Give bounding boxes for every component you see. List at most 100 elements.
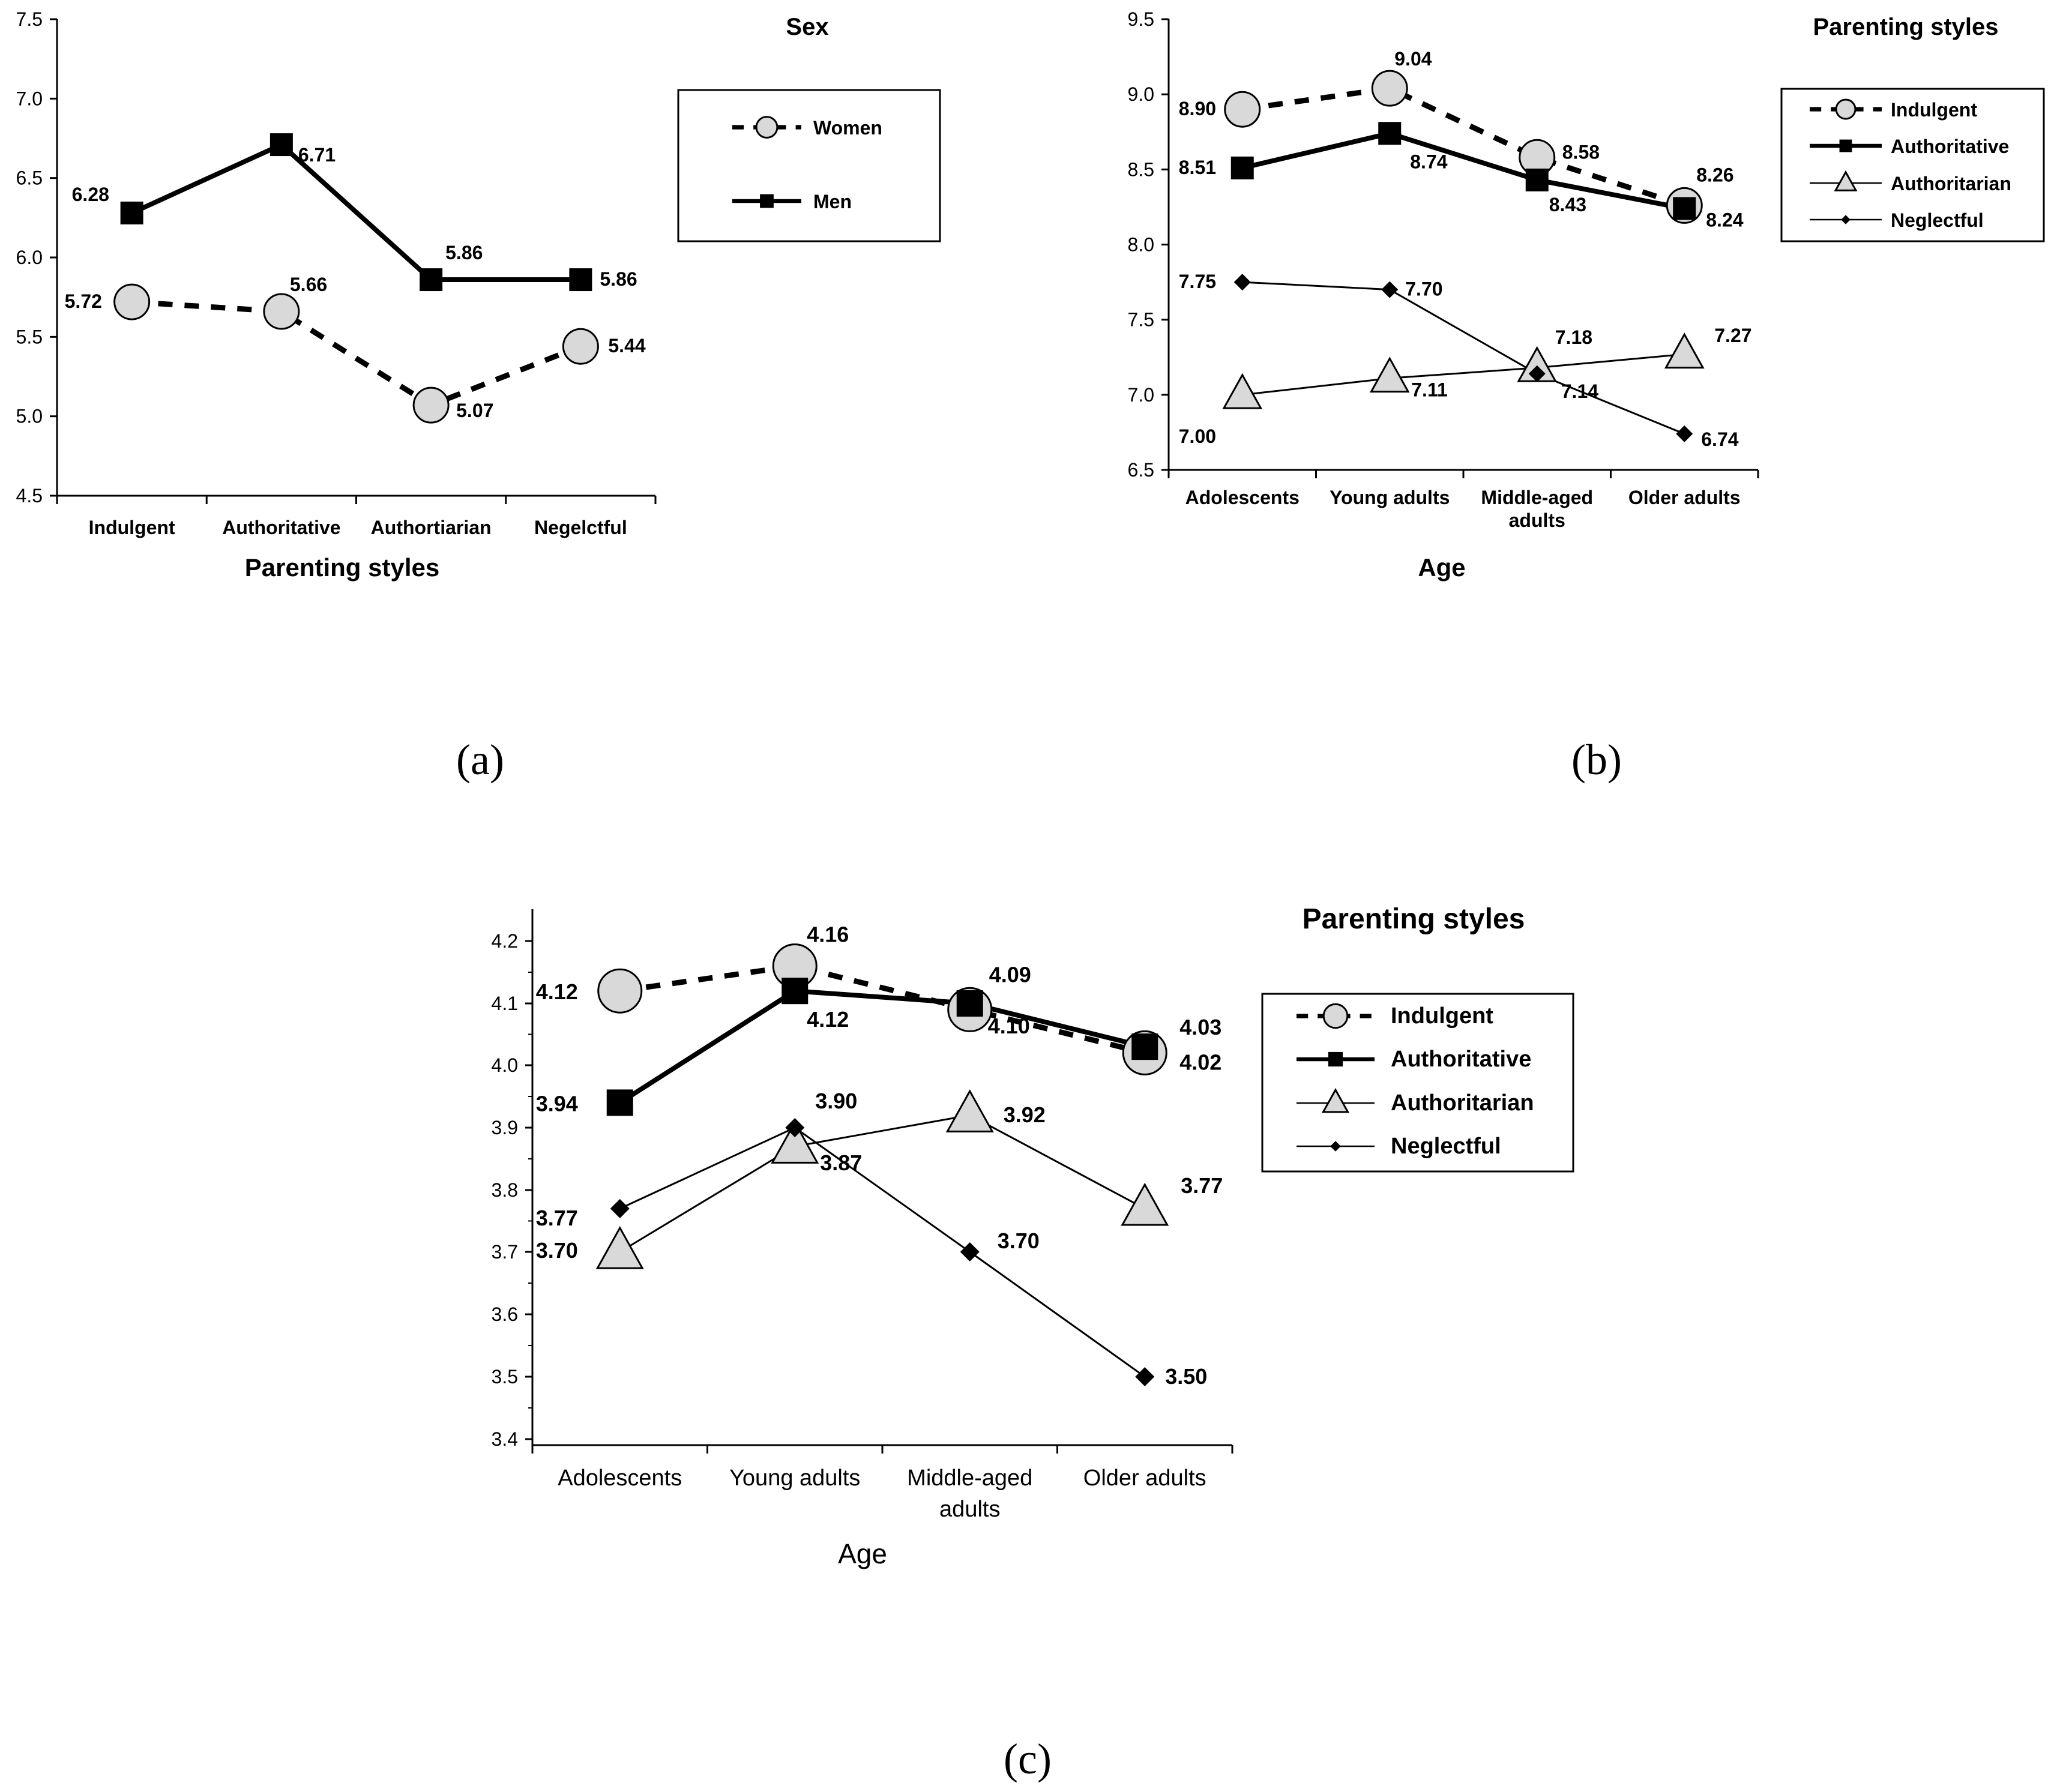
- x-tick-label: Authortiarian: [371, 517, 492, 538]
- legend-entry: Indulgent: [1891, 99, 1977, 121]
- y-tick-label: 4.2: [492, 930, 518, 952]
- x-tick-label: Young adults: [729, 1466, 860, 1491]
- legend-entry: Women: [813, 117, 882, 139]
- data-label: 3.70: [536, 1238, 578, 1263]
- data-point-men: [420, 268, 443, 292]
- x-tick-label: Authoritative: [222, 517, 340, 538]
- data-label: 7.70: [1405, 278, 1442, 300]
- series-line-women: [131, 299, 582, 409]
- y-tick-label: 3.4: [492, 1428, 518, 1450]
- legend-marker-neglectful: [1841, 215, 1851, 224]
- data-label: 4.02: [1179, 1050, 1221, 1074]
- data-point-neglectful: [1676, 425, 1693, 442]
- y-tick-label: 9.5: [1128, 8, 1154, 30]
- data-point-neglectful: [610, 1198, 630, 1218]
- data-label: 4.16: [807, 922, 849, 947]
- data-label: 8.51: [1179, 157, 1216, 178]
- data-point-authoritarian: [1222, 373, 1263, 409]
- data-point-neglectful: [1135, 1367, 1155, 1386]
- y-tick-label: 7.0: [1128, 384, 1154, 406]
- data-point-authoritarian: [1121, 1182, 1169, 1226]
- y-tick-label: 4.1: [492, 993, 518, 1014]
- chart-c: 3.4 3.5 3.6 3.7 3.8 3.9 4.0 4.1 4.2 Adolescents Yo…: [492, 903, 1574, 1783]
- series-line-authoritarian: [619, 1114, 1145, 1253]
- data-label: 5.86: [600, 268, 637, 290]
- legend-box: [677, 89, 941, 242]
- data-label: 8.24: [1706, 209, 1743, 230]
- chart-a: 4.5 5.0 5.5 6.0 6.5 7.0 7.5 Indulgent Authoritat…: [16, 8, 941, 784]
- data-label: 6.71: [298, 144, 336, 166]
- x-axis-title: Age: [838, 1538, 887, 1569]
- series-line-neglectful: [1242, 281, 1685, 435]
- data-label: 3.92: [1004, 1102, 1046, 1127]
- legend-title: Parenting styles: [1813, 14, 1998, 40]
- x-tick-label: Adolescents: [1185, 487, 1300, 508]
- legend: Women Men: [677, 89, 941, 242]
- y-tick-label: 3.7: [492, 1241, 518, 1263]
- data-point-neglectful: [785, 1118, 805, 1137]
- data-point-neglectful: [1233, 274, 1251, 291]
- data-point-women: [562, 328, 599, 365]
- data-point-neglectful: [1528, 365, 1546, 382]
- y-tick-label: 3.8: [492, 1179, 518, 1201]
- legend-entry: Authoritative: [1391, 1047, 1531, 1072]
- y-tick-label: 8.0: [1128, 234, 1154, 256]
- data-label: 8.74: [1410, 151, 1447, 172]
- data-point-women: [113, 283, 151, 320]
- x-tick-label: adults: [939, 1497, 1000, 1522]
- x-tick-label: Young adults: [1330, 487, 1450, 508]
- data-point-men: [270, 133, 293, 157]
- data-label: 5.86: [445, 242, 483, 263]
- y-tick-label: 7.5: [16, 8, 43, 30]
- y-tick-label: 5.5: [16, 326, 43, 347]
- y-tick-label: 7.0: [16, 88, 43, 109]
- x-tick-label: Middle-aged: [1481, 487, 1593, 508]
- data-point-authoritarian: [945, 1089, 994, 1132]
- data-point-authoritative: [1131, 1033, 1158, 1060]
- data-label: 7.27: [1714, 325, 1751, 346]
- legend-marker-indulgent: [1835, 98, 1857, 120]
- series-line-authoritative: [618, 988, 1146, 1105]
- legend-marker-men: [760, 194, 774, 208]
- x-axis-title: Age: [1418, 553, 1465, 582]
- data-label: 8.43: [1549, 194, 1586, 215]
- legend-marker-authoritarian: [1834, 170, 1858, 191]
- data-label: 8.58: [1562, 141, 1600, 163]
- legend-entry: Indulgent: [1391, 1003, 1493, 1029]
- y-tick-label: 4.5: [16, 485, 43, 507]
- data-point-authoritative: [1525, 168, 1549, 191]
- data-label: 3.77: [1181, 1173, 1223, 1198]
- data-point-indulgent: [597, 968, 643, 1014]
- x-tick-label: Older adults: [1083, 1466, 1206, 1491]
- data-label: 8.26: [1696, 164, 1733, 185]
- y-tick-label: 6.0: [16, 247, 43, 268]
- data-point-authoritative: [1230, 156, 1254, 179]
- y-tick-label: 8.5: [1128, 158, 1154, 180]
- series-line-indulgent: [619, 963, 1146, 1056]
- data-label: 3.70: [998, 1228, 1040, 1253]
- y-tick-label: 5.0: [16, 406, 43, 427]
- data-label: 3.94: [536, 1091, 578, 1116]
- data-label: 7.00: [1179, 425, 1216, 447]
- legend-marker-indulgent: [1322, 1003, 1349, 1029]
- legend-entry: Neglectful: [1891, 209, 1984, 231]
- legend-marker-women: [755, 116, 779, 139]
- data-point-authoritarian: [1664, 332, 1705, 369]
- y-tick-label: 6.5: [1128, 459, 1154, 481]
- data-label: 5.66: [290, 274, 327, 295]
- legend-marker-authoritative: [1328, 1051, 1343, 1067]
- data-point-indulgent: [1224, 91, 1261, 128]
- legend-entry: Authoritarian: [1891, 173, 2011, 194]
- data-label: 6.28: [72, 184, 109, 205]
- data-label: 3.87: [820, 1150, 862, 1175]
- x-tick-label: Negelctful: [534, 517, 627, 538]
- data-point-authoritative: [956, 990, 983, 1017]
- data-point-women: [412, 386, 450, 424]
- legend-entry: Men: [813, 191, 852, 212]
- x-tick-label: Older adults: [1628, 487, 1741, 508]
- data-label: 4.12: [807, 1007, 849, 1032]
- legend-entry: Authoritative: [1891, 136, 2009, 157]
- panel-label: (c): [1004, 1735, 1052, 1783]
- data-label: 4.10: [988, 1014, 1030, 1038]
- legend-marker-neglectful: [1330, 1141, 1341, 1152]
